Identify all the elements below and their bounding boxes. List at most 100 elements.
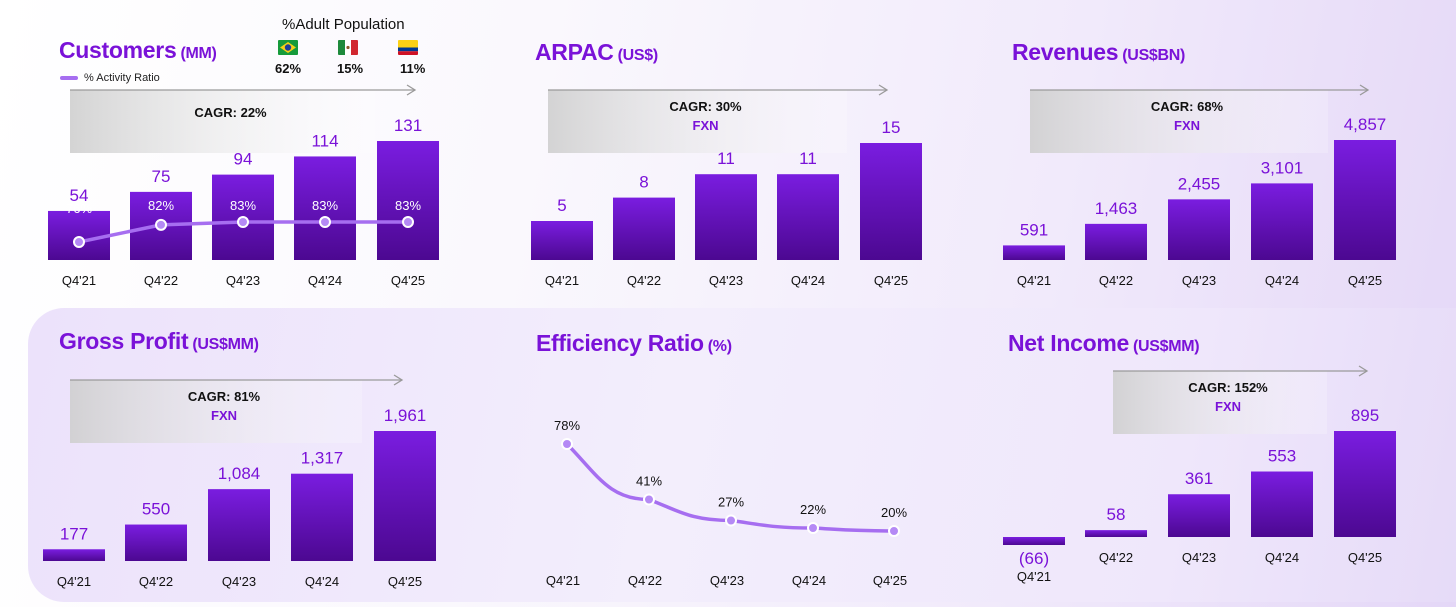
activity-ratio-legend: % Activity Ratio xyxy=(60,72,160,84)
arpac-category-label: Q4'21 xyxy=(545,273,579,288)
net_income-category-label: Q4'22 xyxy=(1099,550,1133,565)
arpac-value-label: 11 xyxy=(799,149,817,168)
arpac-bar xyxy=(613,197,675,260)
gross_profit-bar xyxy=(43,549,105,561)
gross-profit-title: Gross Profit (US$MM) xyxy=(59,328,259,354)
arpac-value-label: 15 xyxy=(882,118,901,137)
customers-category-label: Q4'24 xyxy=(308,273,342,288)
mexico-pct: 15% xyxy=(337,61,364,76)
gross_profit-bar xyxy=(291,473,353,561)
customers-activity-point xyxy=(319,216,331,228)
arpac-bar xyxy=(531,221,593,260)
net_income-cagr-label: CAGR: 152% xyxy=(1188,380,1268,395)
net_income-value-label: 553 xyxy=(1268,447,1296,466)
gross_profit-value-label: 177 xyxy=(60,524,88,543)
net_income-cagr-sub: FXN xyxy=(1215,399,1241,414)
arpac-value-label: 11 xyxy=(717,149,735,168)
revenues-value-label: 591 xyxy=(1020,220,1048,239)
efficiency-category-label: Q4'25 xyxy=(873,573,907,588)
efficiency-point-label: 27% xyxy=(718,495,744,510)
revenues-cagr-sub: FXN xyxy=(1174,118,1200,133)
efficiency-point xyxy=(807,522,819,534)
customers-value-label: 94 xyxy=(234,150,253,169)
net_income-bar xyxy=(1085,530,1147,537)
net_income-category-label: Q4'23 xyxy=(1182,550,1216,565)
customers-value-label: 75 xyxy=(152,167,171,186)
efficiency-category-label: Q4'24 xyxy=(792,573,826,588)
gross_profit-category-label: Q4'22 xyxy=(139,574,173,589)
net_income-value-label: 58 xyxy=(1107,505,1126,524)
net_income-value-label: 361 xyxy=(1185,469,1213,488)
efficiency-point-label: 22% xyxy=(800,502,826,517)
customers-value-label: 114 xyxy=(311,131,338,150)
efficiency-category-label: Q4'23 xyxy=(710,573,744,588)
revenues-value-label: 3,101 xyxy=(1261,158,1304,177)
gross_profit-category-label: Q4'21 xyxy=(57,574,91,589)
revenues-category-label: Q4'21 xyxy=(1017,273,1051,288)
adult-population-title: %Adult Population xyxy=(282,16,405,33)
customers-cagr-arrow-head xyxy=(406,84,417,96)
gross_profit-value-label: 1,961 xyxy=(384,406,427,425)
customers-activity-point xyxy=(73,236,85,248)
customers-activity-point xyxy=(237,216,249,228)
arpac-value-label: 5 xyxy=(557,196,566,215)
arpac-value-label: 8 xyxy=(639,173,648,192)
arpac-cagr-label: CAGR: 30% xyxy=(669,99,742,114)
arpac-category-label: Q4'22 xyxy=(627,273,661,288)
arpac-cagr-band xyxy=(548,90,847,153)
efficiency-category-label: Q4'22 xyxy=(628,573,662,588)
gross_profit-value-label: 1,084 xyxy=(218,464,261,483)
gross-profit-chart: Gross Profit (US$MM) CAGR: 81% FXN 177 Q4'21… xyxy=(0,0,440,607)
customers-category-label: Q4'23 xyxy=(226,273,260,288)
revenues-value-label: 2,455 xyxy=(1178,174,1221,193)
revenues-title: Revenues (US$BN) xyxy=(1012,39,1186,65)
gross_profit-bar xyxy=(374,431,436,561)
arpac-bar xyxy=(695,174,757,260)
customers-cagr-band xyxy=(70,90,375,153)
customers-activity-point xyxy=(155,218,167,231)
net_income-value-label: 895 xyxy=(1351,406,1379,425)
efficiency-point xyxy=(561,438,573,450)
customers-chart: Customers (MM) % Activity Ratio CAGR: 22%… xyxy=(0,0,440,300)
arpac-category-label: Q4'23 xyxy=(709,273,743,288)
revenues-category-label: Q4'23 xyxy=(1182,273,1216,288)
customers-category-label: Q4'22 xyxy=(144,273,178,288)
customers-activity-point xyxy=(402,216,414,228)
revenues-chart: Revenues (US$BN) CAGR: 68% FXN 591 Q4'21 1,46… xyxy=(0,0,1456,300)
gross_profit-cagr-sub: FXN xyxy=(211,408,237,423)
customers-activity-label: 83% xyxy=(395,198,421,213)
gross_profit-svg: CAGR: 81% FXN 177 Q4'21 550 Q4'22 1,084 Q4'23 1,… xyxy=(43,374,436,589)
revenues-value-label: 4,857 xyxy=(1344,115,1387,134)
gross_profit-cagr-label: CAGR: 81% xyxy=(188,389,261,404)
colombia-flag-icon xyxy=(398,40,418,55)
revenues-category-label: Q4'25 xyxy=(1348,273,1382,288)
efficiency-point xyxy=(888,525,900,537)
revenues-category-label: Q4'22 xyxy=(1099,273,1133,288)
revenues-cagr-arrow-head xyxy=(1359,84,1370,96)
arpac-title: ARPAC (US$) xyxy=(535,39,658,65)
adult-population: %Adult Population 62% 15% 11% xyxy=(270,16,430,78)
customers-svg: CAGR: 22% 54 Q4'21 75 Q4'22 94 Q4'23 114 Q4'24 13… xyxy=(48,84,439,288)
customers-category-label: Q4'21 xyxy=(62,273,96,288)
revenues-bar xyxy=(1334,140,1396,260)
efficiency-ratio-chart: Efficiency Ratio (%) 78% Q4'21 41% Q4'22 27% Q… xyxy=(536,330,907,588)
revenues-value-label: 1,463 xyxy=(1095,199,1138,218)
customers-value-label: 131 xyxy=(394,116,422,135)
revenues-category-label: Q4'24 xyxy=(1265,273,1299,288)
customers-activity-label: 83% xyxy=(230,198,256,213)
net_income-cagr-arrow-head xyxy=(1358,365,1369,377)
gross_profit-bar xyxy=(125,524,187,561)
efficiency-point-label: 41% xyxy=(636,474,662,489)
revenues-bar xyxy=(1085,223,1147,260)
revenues-svg: CAGR: 68% FXN 591 Q4'21 1,463 Q4'22 2,455 Q4'23… xyxy=(1003,84,1396,288)
customers-bar xyxy=(48,210,110,260)
arpac-category-label: Q4'25 xyxy=(874,273,908,288)
revenues-bar xyxy=(1003,245,1065,260)
net_income-category-label: Q4'25 xyxy=(1348,550,1382,565)
arpac-chart: ARPAC (US$) CAGR: 30% FXN 5 Q4'21 8 Q4'22 11 Q4'… xyxy=(0,0,960,300)
gross_profit-value-label: 550 xyxy=(142,500,170,519)
revenues-bar xyxy=(1168,199,1230,260)
gross_profit-category-label: Q4'25 xyxy=(388,574,422,589)
net_income-value-label: (66) xyxy=(1019,549,1049,568)
